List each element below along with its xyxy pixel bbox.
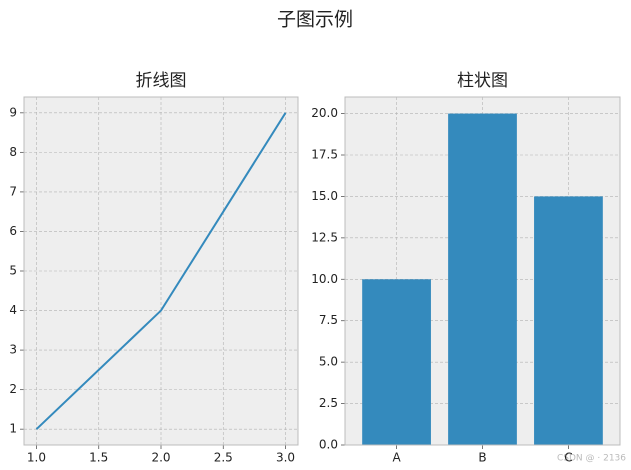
- axes-title: 折线图: [136, 71, 187, 91]
- x-tick-label: B: [478, 451, 486, 465]
- figure-title: 子图示例: [277, 9, 353, 31]
- axes-frame: [344, 96, 621, 446]
- x-tick-label: 2.0: [151, 451, 170, 465]
- y-tick-label: 8: [9, 145, 17, 159]
- x-tick-label: 2.5: [214, 451, 233, 465]
- x-tick-label: 1.0: [27, 451, 46, 465]
- axes-frame: [23, 96, 299, 446]
- x-tick-label: 3.0: [276, 451, 295, 465]
- x-tick-label: 1.5: [89, 451, 108, 465]
- x-tick-label: C: [564, 451, 572, 465]
- y-tick-label: 7.5: [319, 313, 338, 327]
- y-tick-label: 4: [9, 303, 17, 317]
- y-tick-label: 6: [9, 224, 17, 238]
- y-tick-label: 1: [9, 422, 17, 436]
- y-tick-label: 7: [9, 184, 17, 198]
- x-tick-label: A: [392, 451, 401, 465]
- y-tick-label: 3: [9, 343, 17, 357]
- y-tick-label: 0.0: [319, 438, 338, 452]
- bar: [534, 196, 603, 445]
- y-tick-label: 2: [9, 382, 17, 396]
- axes-title: 柱状图: [457, 71, 508, 91]
- y-tick-label: 2.5: [319, 396, 338, 410]
- watermark: CSDN @ · 2136: [557, 454, 626, 464]
- y-tick-label: 10.0: [311, 272, 338, 286]
- y-tick-label: 20.0: [311, 106, 338, 120]
- y-tick-label: 9: [9, 105, 17, 119]
- y-tick-label: 15.0: [311, 189, 338, 203]
- y-tick-label: 5: [9, 264, 17, 278]
- y-tick-label: 12.5: [311, 230, 338, 244]
- line: [35, 112, 287, 430]
- y-tick-label: 5.0: [319, 355, 338, 369]
- bar: [448, 113, 517, 446]
- bar: [362, 279, 431, 445]
- y-tick-label: 17.5: [311, 148, 338, 162]
